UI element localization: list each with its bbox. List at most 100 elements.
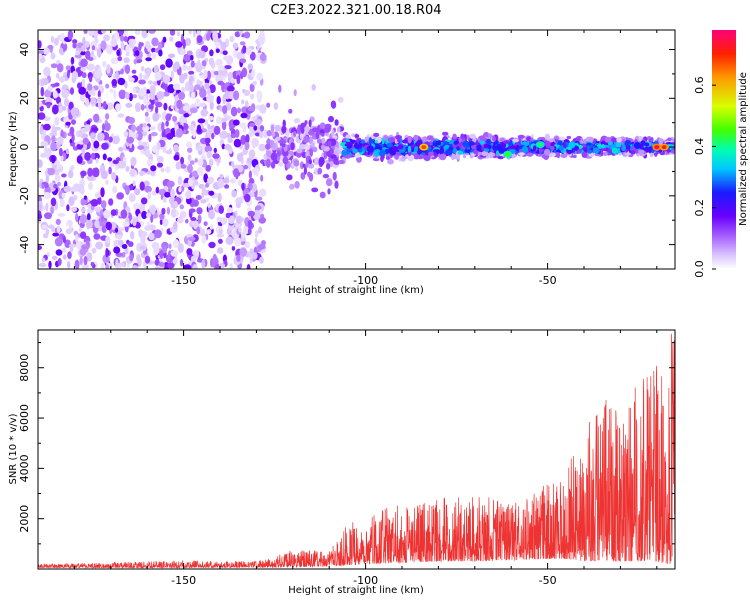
heatmap-cell: [42, 47, 50, 55]
heatmap-cell: [314, 167, 319, 175]
heatmap-cell: [243, 164, 249, 170]
heatmap-cell: [483, 143, 489, 148]
heatmap-cell: [101, 142, 109, 150]
heatmap-cell: [166, 206, 170, 215]
heatmap-cell: [191, 220, 199, 227]
heatmap-cell: [138, 88, 146, 97]
heatmap-cell: [265, 158, 271, 168]
heatmap-cell: [50, 52, 56, 60]
heatmap-cell: [74, 53, 82, 59]
heatmap-cell: [125, 91, 130, 100]
heatmap-cell: [148, 80, 153, 85]
heatmap-cell: [354, 142, 359, 149]
heatmap-cell: [114, 31, 120, 42]
colorbar: 0.0 0.2 0.4 0.6 Normalized spectral amplitu…: [693, 30, 749, 278]
heatmap-cell: [309, 148, 313, 157]
heatmap-cell: [109, 88, 114, 93]
heatmap-cell: [170, 70, 174, 80]
heatmap-cell: [100, 200, 107, 209]
heatmap-cell: [132, 218, 137, 227]
heatmap-cell: [174, 95, 179, 101]
heatmap-cell: [70, 56, 75, 65]
heatmap-cell: [38, 262, 47, 268]
heatmap-cell: [615, 141, 622, 148]
heatmap-cell: [421, 145, 427, 150]
heatmap-cell: [185, 190, 192, 199]
heatmap-cell: [122, 221, 130, 227]
heatmap-cell: [177, 243, 184, 253]
heatmap-cell: [194, 98, 201, 107]
heatmap-cell: [179, 259, 184, 267]
heatmap-cell: [265, 143, 271, 150]
heatmap-cell: [218, 238, 223, 244]
heatmap-cell: [244, 142, 250, 150]
heatmap-cell: [51, 255, 58, 260]
heatmap-cell: [259, 125, 265, 132]
heatmap-cell: [270, 124, 275, 132]
heatmap-cell: [512, 138, 519, 143]
heatmap-cell: [80, 187, 85, 195]
heatmap-cell: [74, 259, 80, 269]
y-tick-label: -20: [18, 187, 31, 205]
heatmap-cell: [159, 219, 163, 226]
heatmap-cell: [62, 235, 66, 244]
heatmap-cell: [552, 152, 556, 157]
heatmap-cell: [231, 161, 235, 168]
heatmap-cell: [128, 77, 135, 83]
heatmap-cell: [603, 151, 608, 156]
heatmap-cell: [141, 30, 148, 39]
heatmap-cell: [69, 126, 75, 135]
heatmap-cell: [575, 137, 581, 142]
heatmap-cell: [94, 206, 102, 212]
heatmap-cell: [195, 145, 203, 152]
y-tick-label: 4000: [18, 454, 31, 482]
heatmap-cell: [344, 154, 351, 159]
heatmap-cell: [654, 145, 660, 150]
heatmap-cell: [543, 148, 551, 156]
heatmap-cell: [217, 192, 222, 203]
heatmap-cell: [125, 44, 131, 55]
heatmap-cell: [187, 147, 193, 153]
heatmap-cell: [141, 210, 148, 220]
heatmap-cell: [257, 123, 262, 133]
heatmap-cell: [87, 63, 95, 71]
heatmap-cell: [190, 54, 194, 61]
heatmap-cell: [101, 30, 106, 34]
heatmap-cell: [199, 102, 206, 108]
heatmap-cell: [266, 102, 271, 108]
figure-title: C2E3.2022.321.00.18.R04: [270, 3, 441, 18]
heatmap-cell: [237, 107, 241, 114]
heatmap-cell: [219, 174, 224, 179]
heatmap-cell: [102, 123, 105, 132]
heatmap-cell: [336, 126, 341, 133]
heatmap-cell: [56, 63, 64, 73]
heatmap-cell: [177, 176, 183, 186]
heatmap-cell: [374, 140, 378, 144]
heatmap-cell: [98, 99, 101, 110]
heatmap-cell: [184, 81, 190, 92]
heatmap-cell: [154, 259, 160, 266]
heatmap-cell: [319, 191, 326, 199]
heatmap-cell: [100, 187, 105, 198]
heatmap-cell: [248, 170, 252, 180]
heatmap-cell: [229, 263, 233, 269]
heatmap-cell: [236, 254, 241, 262]
heatmap-cell: [559, 136, 566, 141]
heatmap-cell: [129, 253, 134, 262]
heatmap-cell: [52, 90, 58, 99]
heatmap-cell: [118, 30, 125, 36]
heatmap-cell: [79, 93, 86, 102]
heatmap-cell: [204, 82, 210, 90]
heatmap-cell: [90, 40, 98, 48]
heatmap-cell: [221, 120, 227, 131]
heatmap-cell: [191, 199, 199, 207]
heatmap-cell: [97, 132, 105, 142]
heatmap-cell: [154, 229, 162, 239]
heatmap-cell: [66, 204, 70, 212]
heatmap-cell: [70, 186, 79, 193]
heatmap-cell: [240, 112, 248, 119]
heatmap-cell: [182, 105, 191, 112]
heatmap-cell: [189, 160, 195, 165]
heatmap-cell: [308, 159, 312, 165]
heatmap-cell: [161, 207, 166, 215]
